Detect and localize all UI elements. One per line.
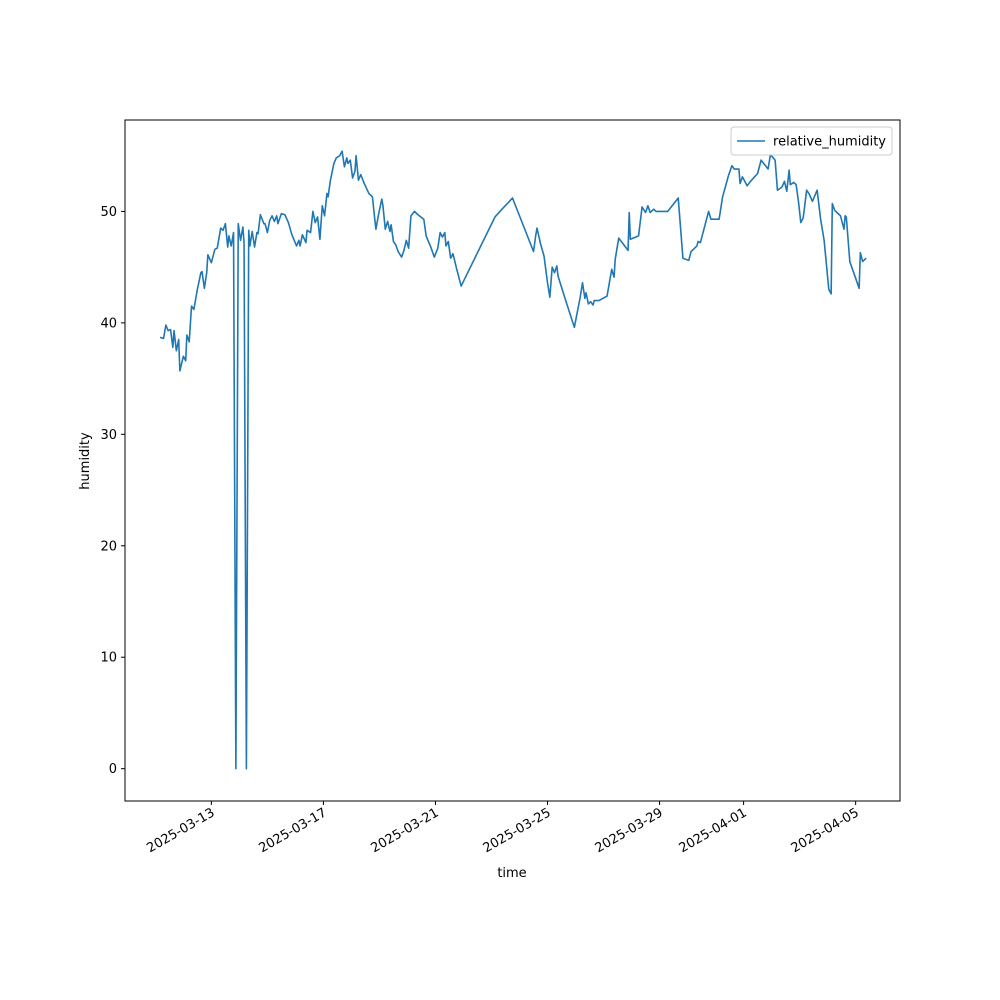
y-tick-label: 10	[100, 651, 117, 666]
x-tick-label: 2025-04-05	[789, 805, 862, 856]
line-series	[159, 150, 867, 770]
x-tick-label: 2025-03-17	[256, 805, 329, 856]
y-tick-label: 0	[109, 762, 117, 777]
y-axis-label: humidity	[78, 432, 93, 490]
x-axis-label: time	[497, 866, 526, 881]
legend-box	[730, 126, 893, 156]
legend-label: relative_humidity	[773, 135, 886, 150]
legend: relative_humidity	[730, 126, 893, 156]
x-tick-label: 2025-03-21	[369, 805, 442, 856]
x-tick-label: 2025-03-13	[144, 805, 217, 856]
y-tick-label: 40	[100, 316, 117, 331]
plot-frame	[124, 119, 901, 802]
x-tick-label: 2025-04-01	[677, 805, 750, 856]
y-tick-label: 50	[100, 205, 117, 220]
y-tick-label: 20	[100, 539, 117, 554]
y-tick-label: 30	[100, 428, 117, 443]
x-tick-label: 2025-03-25	[481, 805, 554, 856]
x-tick-label: 2025-03-29	[593, 805, 666, 856]
